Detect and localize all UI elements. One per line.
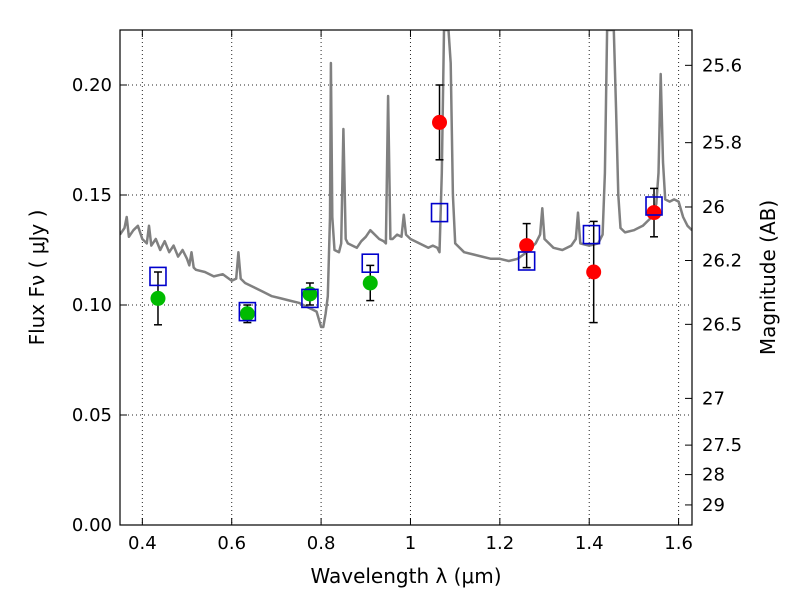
model-spectrum-line xyxy=(120,30,692,329)
magnitude-tick-label: 26.2 xyxy=(702,250,742,271)
data-point-1 xyxy=(646,205,662,221)
errorbar-layer xyxy=(153,84,659,326)
magnitude-tick-label: 25.8 xyxy=(702,133,742,154)
magnitude-tick-label: 26 xyxy=(702,197,725,218)
y-tick-label: 0.20 xyxy=(72,75,112,96)
model-photometry-square xyxy=(430,202,449,223)
x-tick-label: 1.4 xyxy=(575,533,604,554)
data-point-1 xyxy=(432,114,448,130)
x-tick-label: 0.4 xyxy=(128,533,157,554)
magnitude-tick-label: 29 xyxy=(702,495,725,516)
ticks-layer: 0.4 0.6 0.8 1 1.2 1.4 1.6 0.00 0.05 0.10 0.15 0.20 2… xyxy=(72,30,742,554)
data-point-0 xyxy=(362,275,378,291)
y-axis-label: Flux Fν ( μJy ) xyxy=(25,210,49,346)
x-tick-label: 1.2 xyxy=(486,533,515,554)
y-tick-label: 0.15 xyxy=(72,185,112,206)
model-photometry-square xyxy=(645,196,663,216)
y-tick-label: 0.00 xyxy=(72,515,112,536)
magnitude-tick-label: 27 xyxy=(702,388,725,409)
data-point-0 xyxy=(150,290,166,306)
model-photometry-square xyxy=(238,301,257,322)
model-spectrum-layer xyxy=(120,30,692,329)
model-photometry-square xyxy=(582,224,601,245)
y-tick-label: 0.10 xyxy=(72,295,112,316)
magnitude-tick-label: 26.5 xyxy=(702,314,742,335)
magnitude-tick-label: 28 xyxy=(702,465,725,486)
y-tick-label: 0.05 xyxy=(72,405,112,426)
model-photometry-square xyxy=(517,251,536,271)
data-point-1 xyxy=(519,238,535,254)
marker-layer xyxy=(149,114,663,322)
model-photometry-square xyxy=(301,288,319,309)
model-photometry-square xyxy=(149,266,167,287)
data-point-0 xyxy=(239,306,255,322)
magnitude-tick-label: 27.5 xyxy=(702,435,742,456)
data-point-1 xyxy=(586,264,602,280)
magnitude-axis-label: Magnitude (AB) xyxy=(756,200,780,355)
x-tick-label: 1 xyxy=(405,533,416,554)
model-photometry-square xyxy=(361,253,380,273)
magnitude-tick-label: 25.6 xyxy=(702,55,742,76)
x-tick-label: 0.6 xyxy=(217,533,246,554)
x-tick-label: 1.6 xyxy=(664,533,693,554)
data-point-0 xyxy=(302,286,318,302)
x-axis-label: Wavelength λ (μm) xyxy=(310,564,501,588)
plot-frame xyxy=(119,29,693,526)
x-tick-label: 0.8 xyxy=(307,533,336,554)
